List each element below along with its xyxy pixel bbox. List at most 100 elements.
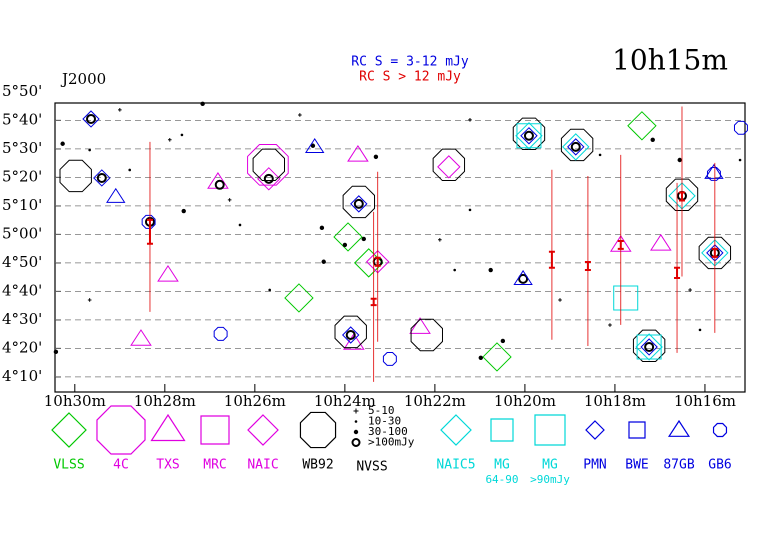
plot-frame	[54, 102, 746, 393]
data-point	[468, 208, 472, 212]
legend-symbol	[712, 422, 728, 438]
data-point	[567, 138, 585, 156]
data-point	[118, 108, 122, 112]
legend-label: NAIC	[247, 458, 278, 473]
legend-label: MG	[494, 458, 510, 473]
legend-label: WB92	[302, 458, 333, 473]
data-point	[319, 225, 325, 231]
data-point	[598, 153, 602, 157]
data-point	[482, 342, 512, 372]
error-bar	[146, 218, 153, 245]
rc-source	[146, 218, 153, 245]
y-tick-label: 5°10'	[2, 196, 42, 214]
data-point	[353, 198, 364, 209]
data-point	[106, 187, 126, 203]
legend-label: 5-10	[368, 404, 395, 417]
plot-area	[53, 101, 748, 382]
data-point	[128, 168, 132, 172]
chart-title: 10h15m	[612, 44, 728, 77]
legend-symbol	[353, 429, 359, 435]
data-point	[560, 128, 594, 162]
x-tick-label: 10h28m	[134, 392, 196, 410]
data-point	[704, 163, 724, 179]
data-point	[227, 198, 232, 202]
legend-label: 10-30	[368, 415, 401, 428]
data-point	[738, 158, 742, 162]
error-bar	[617, 239, 624, 250]
legend-label: 87GB	[663, 458, 694, 473]
data-point	[523, 130, 534, 141]
chart-subtitle: J2000	[60, 70, 106, 88]
legend-label: >100mJy	[368, 436, 415, 449]
data-point	[632, 329, 666, 363]
rc-source	[584, 261, 591, 272]
error-bar	[678, 191, 685, 202]
data-point	[342, 326, 360, 344]
error-bar	[584, 261, 591, 272]
data-point	[650, 233, 672, 251]
data-point	[698, 236, 732, 270]
legend-label: BWE	[625, 458, 648, 473]
data-point	[438, 238, 442, 242]
y-tick-label: 4°20'	[2, 338, 42, 356]
data-point	[432, 148, 466, 182]
annotation: RC S = 3-12 mJy	[351, 55, 469, 70]
legend-symbol	[440, 414, 472, 446]
rc-source	[370, 297, 377, 307]
data-point	[478, 355, 483, 360]
y-tick-label: 5°40'	[2, 110, 42, 128]
y-tick-label: 4°30'	[2, 310, 42, 328]
data-point	[520, 127, 538, 145]
x-tick-label: 10h18m	[584, 392, 646, 410]
data-point	[284, 283, 314, 313]
data-point	[167, 137, 172, 142]
y-tick-label: 4°40'	[2, 281, 42, 299]
data-point	[213, 326, 228, 341]
data-point	[650, 137, 655, 142]
data-point	[453, 268, 456, 272]
legend-label: GB6	[708, 458, 731, 473]
rc-source	[711, 247, 718, 258]
data-point	[86, 113, 97, 124]
data-point	[180, 133, 184, 137]
legend-symbol	[667, 419, 691, 437]
data-point	[513, 269, 533, 285]
legend-symbol	[585, 420, 605, 440]
legend-symbol	[150, 413, 186, 442]
data-point	[298, 113, 302, 117]
data-point	[512, 117, 546, 150]
y-tick-label: 4°50'	[2, 253, 42, 271]
data-point	[87, 298, 92, 302]
y-tick-label: 5°30'	[2, 139, 42, 157]
data-point	[515, 122, 543, 150]
rc-source	[678, 191, 685, 202]
error-bar	[674, 266, 681, 279]
rc-source	[617, 239, 624, 250]
data-point	[304, 137, 325, 153]
data-point	[698, 328, 702, 332]
data-point	[82, 110, 100, 128]
data-point	[488, 267, 493, 273]
data-point	[345, 329, 356, 340]
data-point	[468, 118, 472, 122]
legend-symbol	[534, 414, 566, 446]
data-point	[200, 101, 205, 107]
legend-symbol	[200, 415, 230, 445]
legend-symbol	[490, 418, 514, 442]
data-point	[733, 120, 748, 135]
legend-symbol	[96, 405, 146, 455]
data-point	[677, 157, 682, 163]
data-point	[409, 317, 431, 334]
legend-symbol	[51, 412, 87, 448]
data-point	[321, 259, 326, 264]
legend-label: NAIC5	[436, 458, 475, 473]
legend-label: PMN	[583, 458, 606, 473]
data-point	[333, 222, 363, 252]
annotation: RC S > 12 mJy	[359, 70, 461, 85]
legend-symbol	[354, 420, 358, 423]
x-tick-label: 10h24m	[314, 392, 376, 410]
data-point	[157, 264, 179, 282]
data-point	[410, 318, 443, 352]
